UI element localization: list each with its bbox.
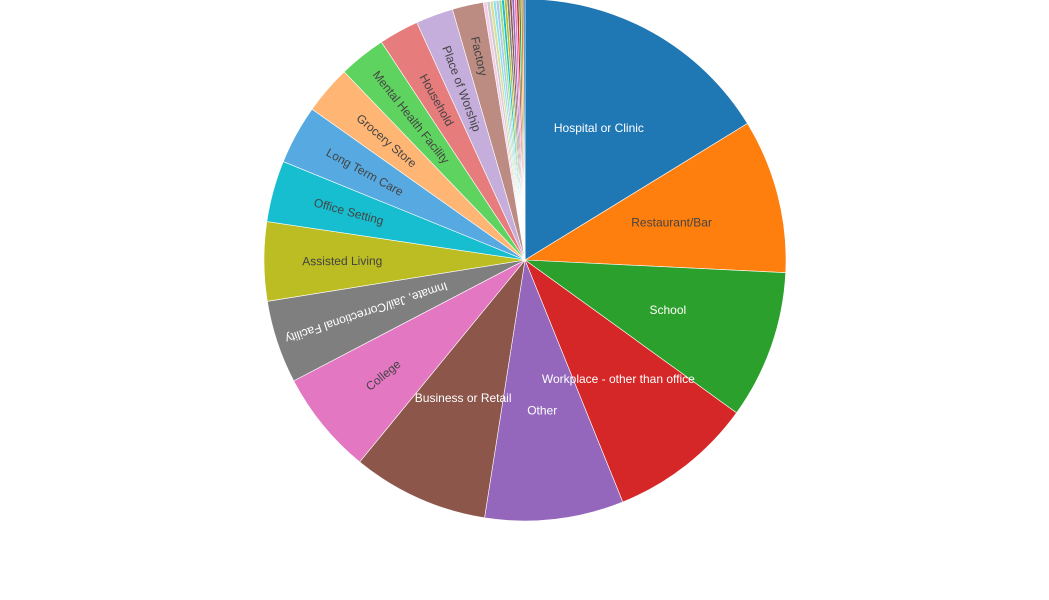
slice-label: Workplace - other than office: [542, 372, 695, 386]
slices-layer: [263, 0, 787, 522]
pie-slice[interactable]: [501, 0, 526, 261]
slice-label: Assisted Living: [302, 254, 382, 268]
slice-label: Hospital or Clinic: [554, 121, 644, 135]
pie-slice[interactable]: [484, 258, 624, 522]
pie-slice[interactable]: [359, 258, 526, 519]
pie-slice[interactable]: [516, 0, 526, 261]
pie-slice[interactable]: [504, 0, 526, 261]
slice-label: School: [650, 303, 687, 317]
pie-slice[interactable]: [514, 0, 526, 261]
pie-slice[interactable]: [524, 259, 737, 503]
pie-slice[interactable]: [518, 0, 526, 261]
pie-slice[interactable]: [522, 0, 526, 261]
slice-label: Restaurant/Bar: [631, 215, 712, 229]
pie-slice[interactable]: [524, 0, 748, 261]
slice-label: Other: [527, 403, 557, 417]
slice-label: Business or Retail: [415, 391, 512, 405]
pie-slice[interactable]: [506, 0, 526, 261]
pie-slice[interactable]: [524, 123, 787, 274]
pie-slice[interactable]: [520, 0, 526, 261]
pie-slice[interactable]: [509, 0, 526, 261]
pie-slice[interactable]: [524, 259, 787, 414]
